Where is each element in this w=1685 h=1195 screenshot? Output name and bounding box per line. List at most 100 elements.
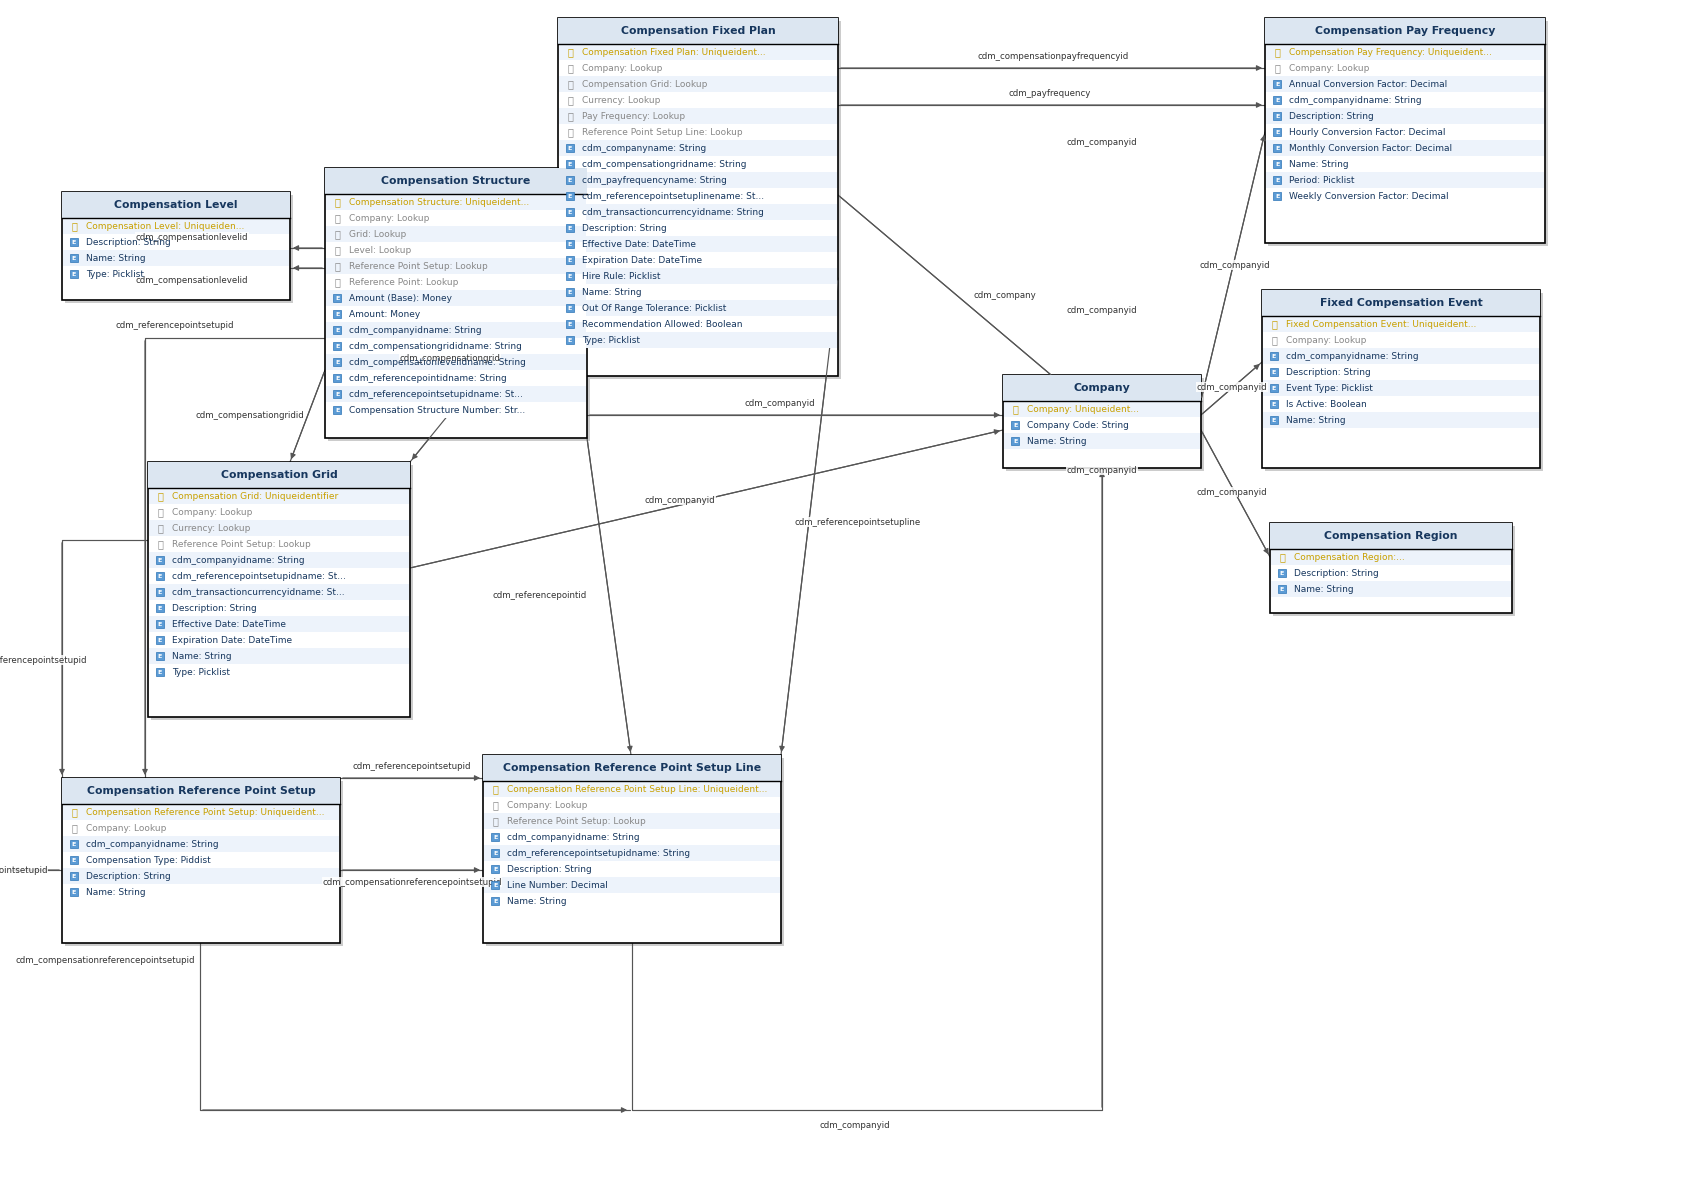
Bar <box>566 288 575 296</box>
Text: Compensation Reference Point Setup Line: Uniqueident...: Compensation Reference Point Setup Line:… <box>507 784 767 793</box>
Bar <box>490 865 499 874</box>
Text: E: E <box>335 407 339 412</box>
Text: Description: String: Description: String <box>1289 111 1373 121</box>
Text: cdm_compensationgridid: cdm_compensationgridid <box>195 411 305 419</box>
Text: ⚿: ⚿ <box>334 213 340 223</box>
Bar <box>334 294 340 302</box>
Text: E: E <box>568 321 573 326</box>
Text: Name: String: Name: String <box>1286 416 1346 424</box>
Text: Compensation Structure: Compensation Structure <box>381 176 531 186</box>
Text: Description: String: Description: String <box>1294 569 1378 577</box>
Text: Compensation Level: Uniqueiden...: Compensation Level: Uniqueiden... <box>86 221 244 231</box>
Text: E: E <box>158 621 162 626</box>
Bar <box>1003 375 1201 402</box>
Text: E: E <box>494 866 497 871</box>
Bar <box>1270 565 1511 581</box>
Bar <box>559 332 837 348</box>
Bar <box>1265 108 1543 124</box>
Bar <box>148 600 409 615</box>
Bar <box>1265 124 1543 140</box>
Text: cdm_companyidname: String: cdm_companyidname: String <box>1286 351 1419 361</box>
Text: ⚿: ⚿ <box>1279 552 1286 562</box>
Bar <box>559 188 837 204</box>
Bar <box>1264 380 1538 396</box>
Bar <box>559 315 837 332</box>
Text: cdm_companyid: cdm_companyid <box>1196 382 1267 392</box>
Bar <box>1265 60 1543 76</box>
Bar <box>559 235 837 252</box>
Text: E: E <box>158 654 162 658</box>
Bar <box>1272 128 1281 136</box>
Text: E: E <box>158 637 162 643</box>
Text: E: E <box>1276 146 1279 151</box>
Text: ⚿: ⚿ <box>334 197 340 207</box>
Text: cdm_referencepointsetuplinename: St...: cdm_referencepointsetuplinename: St... <box>581 191 763 201</box>
Text: Effective Date: DateTime: Effective Date: DateTime <box>581 239 696 249</box>
Bar <box>1011 437 1019 445</box>
Text: E: E <box>335 295 339 300</box>
Bar <box>1270 400 1277 407</box>
Bar <box>325 290 586 306</box>
Text: Fixed Compensation Event: Uniqueident...: Fixed Compensation Event: Uniqueident... <box>1286 319 1476 329</box>
Text: cdm_referencepointsetupidname: St...: cdm_referencepointsetupidname: St... <box>349 390 522 398</box>
Text: cdm_companyid: cdm_companyid <box>1067 466 1137 474</box>
Text: E: E <box>72 889 76 895</box>
Text: Company: Lookup: Company: Lookup <box>172 508 253 516</box>
Text: E: E <box>568 178 573 183</box>
Bar <box>566 256 575 264</box>
Bar <box>1262 290 1540 315</box>
Bar <box>559 60 837 76</box>
Text: E: E <box>335 360 339 364</box>
Text: Compensation Level: Compensation Level <box>115 200 238 210</box>
Bar <box>490 848 499 857</box>
Text: cdm_companyidname: String: cdm_companyidname: String <box>507 833 640 841</box>
Text: Weekly Conversion Factor: Decimal: Weekly Conversion Factor: Decimal <box>1289 191 1449 201</box>
Text: Line Number: Decimal: Line Number: Decimal <box>507 881 608 889</box>
Text: Hire Rule: Picklist: Hire Rule: Picklist <box>581 271 661 281</box>
Text: E: E <box>158 574 162 578</box>
Text: Fixed Compensation Event: Fixed Compensation Event <box>1319 298 1483 308</box>
Bar <box>62 852 339 868</box>
Text: Compensation Fixed Plan: Compensation Fixed Plan <box>620 26 775 36</box>
Bar <box>1277 569 1286 577</box>
Text: E: E <box>568 274 573 278</box>
Bar <box>334 358 340 366</box>
Text: ⚿: ⚿ <box>157 539 163 549</box>
Bar <box>325 168 586 194</box>
Bar <box>148 520 409 537</box>
Bar <box>325 386 586 402</box>
Bar <box>325 226 586 243</box>
Bar <box>1270 368 1277 376</box>
Text: Description: String: Description: String <box>172 603 256 613</box>
Text: cdm_compensationlevelid: cdm_compensationlevelid <box>136 233 248 241</box>
Bar <box>566 192 575 200</box>
Text: Name: String: Name: String <box>1294 584 1353 594</box>
Bar <box>566 208 575 216</box>
Bar <box>62 217 290 234</box>
Bar <box>148 462 409 488</box>
Text: Company: Uniqueident...: Company: Uniqueident... <box>1026 404 1139 413</box>
Text: E: E <box>568 337 573 343</box>
Bar <box>566 176 575 184</box>
Text: cdm_payfrequency: cdm_payfrequency <box>1009 88 1092 98</box>
Bar <box>1264 364 1538 380</box>
Bar <box>1011 421 1019 429</box>
Bar <box>157 668 163 676</box>
Bar <box>566 223 575 232</box>
Bar <box>484 829 780 845</box>
Text: E: E <box>1272 369 1276 374</box>
Bar <box>62 836 339 852</box>
Text: ⚿: ⚿ <box>334 245 340 255</box>
Bar <box>334 406 340 413</box>
Text: ⚿: ⚿ <box>492 816 499 826</box>
Text: E: E <box>494 834 497 840</box>
Bar <box>566 145 575 152</box>
Text: E: E <box>1281 570 1284 576</box>
Bar <box>71 255 78 262</box>
Bar <box>1270 549 1511 565</box>
Bar <box>62 820 339 836</box>
Bar <box>148 568 409 584</box>
Text: Compensation Grid: Lookup: Compensation Grid: Lookup <box>581 80 708 88</box>
Bar <box>1265 76 1543 92</box>
Text: E: E <box>335 312 339 317</box>
